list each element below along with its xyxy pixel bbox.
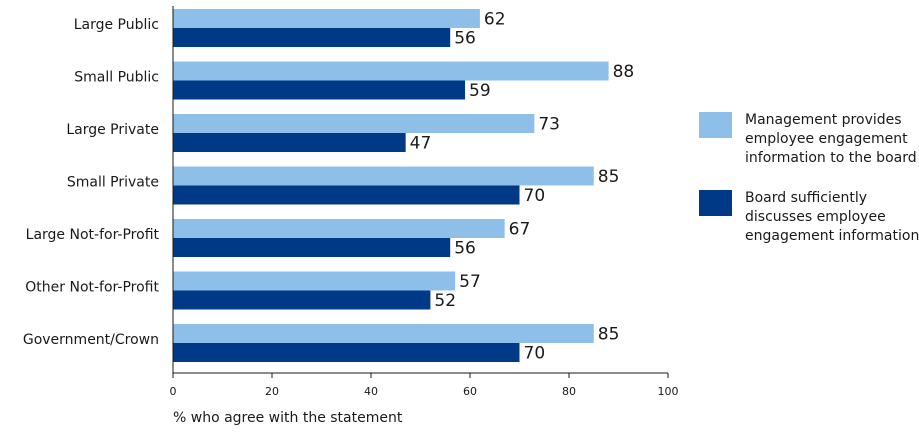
legend-label: discusses employee [745, 209, 886, 225]
legend-label: engagement information [745, 228, 919, 244]
bar [173, 114, 535, 133]
bar [173, 290, 431, 310]
data-label: 52 [434, 291, 456, 311]
bar [173, 9, 480, 28]
x-tick-label: 40 [364, 385, 378, 398]
bar [173, 80, 466, 100]
data-label: 62 [484, 10, 506, 30]
category-label: Government/Crown [23, 332, 159, 348]
data-label: 70 [524, 344, 546, 364]
category-label: Small Public [74, 70, 159, 86]
bar [173, 343, 520, 362]
x-tick-label: 60 [463, 385, 477, 398]
x-tick-label: 80 [562, 385, 576, 398]
data-label: 67 [509, 220, 531, 240]
data-label: 85 [598, 167, 620, 187]
legend-label: Management provides [745, 112, 902, 128]
bar [173, 219, 505, 238]
bar [173, 238, 451, 257]
bar [173, 133, 406, 152]
bar [173, 271, 456, 291]
category-label: Large Not-for-Profit [26, 227, 160, 243]
data-label: 59 [469, 81, 491, 101]
category-label: Other Not-for-Profit [25, 280, 159, 296]
data-label: 56 [454, 29, 476, 49]
data-label: 85 [598, 325, 620, 345]
legend-swatch [699, 190, 732, 216]
category-label: Small Private [67, 175, 159, 191]
category-label: Large Private [66, 122, 159, 138]
data-label: 73 [538, 115, 560, 135]
legend-swatch [699, 112, 732, 138]
data-label: 56 [454, 239, 476, 259]
data-label: 88 [613, 62, 635, 82]
x-tick-label: 0 [170, 385, 177, 398]
bar [173, 324, 594, 343]
category-label: Large Public [74, 17, 159, 33]
bar [173, 28, 451, 47]
bar [173, 166, 594, 186]
legend-label: Board sufficiently [745, 190, 867, 206]
data-label: 47 [410, 134, 432, 154]
data-label: 70 [524, 186, 546, 206]
x-tick-label: 100 [658, 385, 679, 398]
legend-label: employee engagement [745, 131, 908, 147]
legend-label: information to the board [745, 150, 917, 166]
x-axis-title: % who agree with the statement [173, 410, 403, 426]
data-label: 57 [459, 272, 481, 292]
bar [173, 61, 609, 81]
bar [173, 185, 520, 205]
x-tick-label: 20 [265, 385, 279, 398]
